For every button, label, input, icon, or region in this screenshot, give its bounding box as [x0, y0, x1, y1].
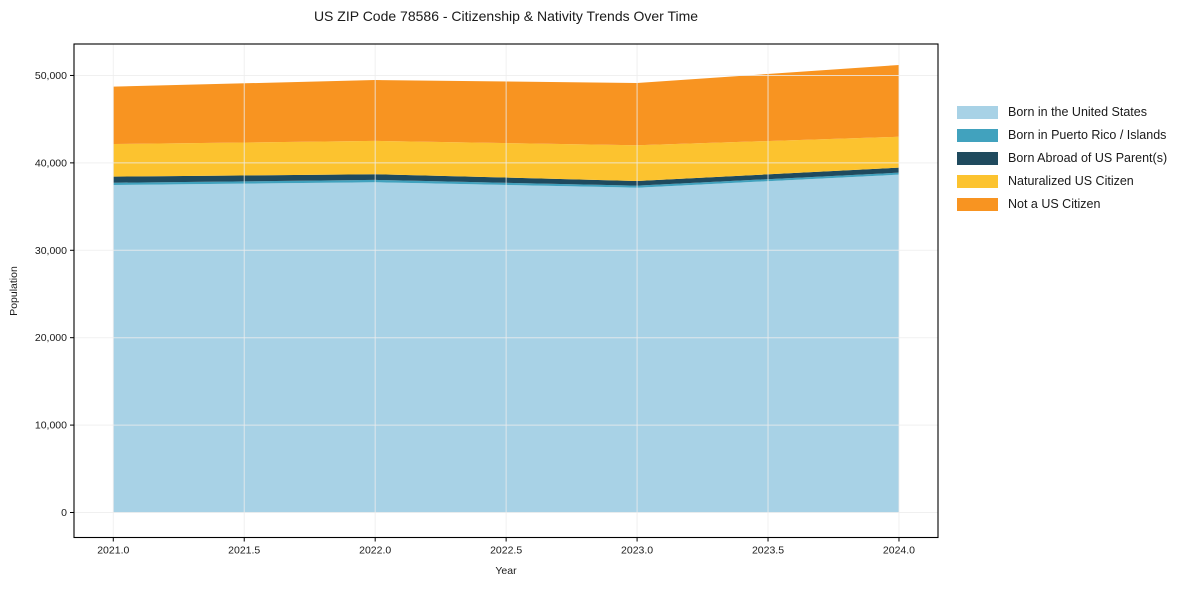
- y-tick-label: 10,000: [35, 420, 67, 432]
- legend-swatch: [957, 128, 998, 142]
- legend-item: Naturalized US Citizen: [957, 174, 1167, 188]
- x-tick-label: 2022.0: [359, 545, 391, 557]
- legend-item: Not a US Citizen: [957, 197, 1167, 211]
- x-tick-label: 2021.5: [228, 545, 260, 557]
- x-tick-label: 2024.0: [883, 545, 915, 557]
- x-tick-label: 2023.0: [621, 545, 653, 557]
- y-tick-label: 50,000: [35, 70, 67, 82]
- x-axis-label: Year: [495, 565, 517, 577]
- legend-label: Born in Puerto Rico / Islands: [1008, 128, 1167, 142]
- legend-swatch: [957, 105, 998, 119]
- y-tick-label: 20,000: [35, 332, 67, 344]
- legend-swatch: [957, 151, 998, 165]
- legend-label: Born Abroad of US Parent(s): [1008, 151, 1168, 165]
- legend-label: Born in the United States: [1008, 105, 1147, 119]
- x-tick-label: 2021.0: [97, 545, 129, 557]
- x-tick-label: 2022.5: [490, 545, 522, 557]
- legend-swatch: [957, 197, 998, 211]
- y-axis-label: Population: [8, 266, 20, 316]
- y-tick-label: 0: [61, 507, 67, 519]
- y-tick-label: 40,000: [35, 157, 67, 169]
- area-series-2: [113, 167, 899, 186]
- x-tick-label: 2023.5: [752, 545, 784, 557]
- legend-item: Born in the United States: [957, 105, 1167, 119]
- chart-title: US ZIP Code 78586 - Citizenship & Nativi…: [313, 8, 699, 24]
- legend-item: Born in Puerto Rico / Islands: [957, 128, 1167, 142]
- legend-label: Not a US Citizen: [1008, 197, 1101, 211]
- legend-swatch: [957, 174, 998, 188]
- y-tick-label: 30,000: [35, 245, 67, 257]
- legend: Born in the United States Born in Puerto …: [957, 105, 1167, 211]
- area-series-1: [113, 172, 899, 188]
- legend-item: Born Abroad of US Parent(s): [957, 151, 1167, 165]
- legend-label: Naturalized US Citizen: [1008, 174, 1134, 188]
